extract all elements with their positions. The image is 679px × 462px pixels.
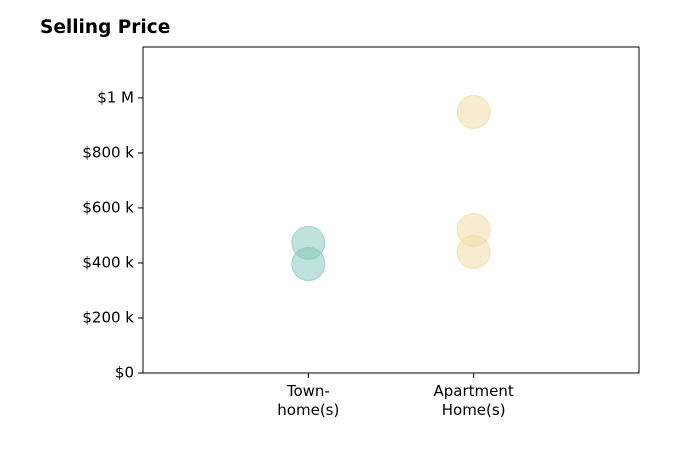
y-tick-label: $600 k (82, 198, 134, 216)
y-tick-label: $1 M (97, 88, 134, 106)
y-tick-label: $400 k (82, 253, 134, 271)
y-tick-label: $800 k (82, 143, 134, 161)
point (456, 94, 491, 129)
point (291, 247, 326, 282)
point (456, 234, 491, 269)
y-tick-label: $200 k (82, 308, 134, 326)
x-tick-label: Apartment Home(s) (433, 382, 514, 419)
chart-title: Selling Price (40, 17, 170, 38)
x-tick-label: Town- home(s) (277, 382, 340, 419)
y-tick-label: $0 (115, 364, 134, 382)
plot-frame (142, 46, 640, 374)
